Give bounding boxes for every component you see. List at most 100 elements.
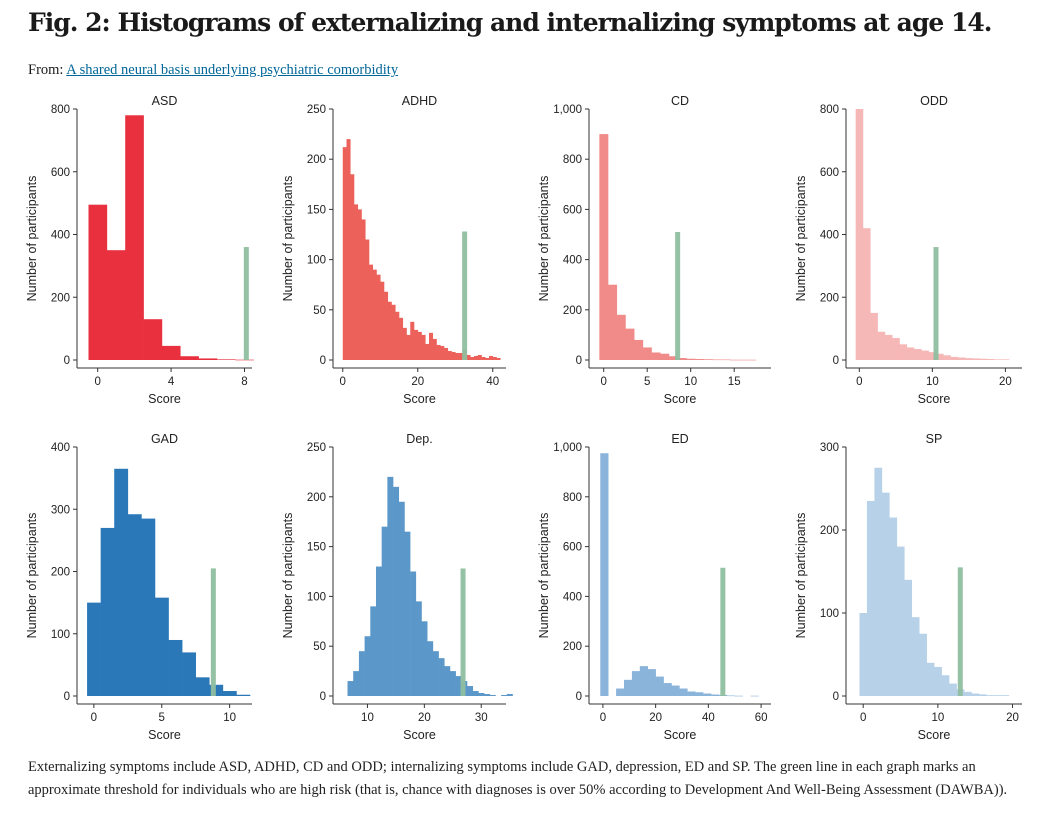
histogram-bar bbox=[87, 602, 101, 697]
histogram-bar bbox=[342, 147, 347, 360]
histogram-bar bbox=[410, 321, 415, 360]
x-tick-label: 60 bbox=[755, 712, 768, 724]
y-tick-label: 150 bbox=[307, 542, 326, 554]
histogram-bar bbox=[971, 693, 980, 696]
histogram-bar bbox=[406, 334, 411, 360]
x-tick-label: 10 bbox=[684, 376, 697, 388]
histogram-bar bbox=[417, 331, 422, 360]
y-axis-label: Number of participants bbox=[25, 513, 39, 639]
x-axis-label: Score bbox=[664, 728, 697, 742]
histogram-bar bbox=[436, 344, 441, 360]
y-tick-label: 0 bbox=[833, 691, 839, 703]
y-tick-label: 100 bbox=[307, 591, 326, 603]
x-axis-label: Score bbox=[148, 392, 181, 406]
chart-title: Dep. bbox=[406, 432, 432, 446]
x-tick-label: 20 bbox=[649, 712, 662, 724]
histogram-bar bbox=[347, 681, 354, 696]
chart-title: SP bbox=[926, 432, 943, 446]
histogram-ed: 0 200 400 600 800 1,000 0 20 40 60 ED Score Number o… bbox=[537, 432, 771, 742]
histogram-bar bbox=[440, 345, 445, 360]
histogram-bar bbox=[899, 344, 908, 360]
histogram-bar bbox=[747, 359, 757, 361]
x-axis-label: Score bbox=[403, 392, 436, 406]
y-axis-label: Number of participants bbox=[537, 513, 551, 639]
x-tick-label: 10 bbox=[926, 376, 939, 388]
histogram-bar bbox=[750, 695, 759, 697]
histogram-bar bbox=[639, 666, 649, 696]
histogram-bar bbox=[663, 683, 672, 696]
y-tick-label: 200 bbox=[563, 305, 582, 317]
histogram-sp: 0 100 200 300 0 10 20 SP Score Number of particip… bbox=[794, 432, 1022, 742]
histogram-bar bbox=[364, 636, 371, 696]
histogram-bar bbox=[236, 694, 251, 696]
y-tick-label: 400 bbox=[51, 230, 70, 242]
histogram-bar bbox=[892, 338, 900, 360]
y-axis-label: Number of participants bbox=[25, 176, 39, 302]
y-tick-label: 400 bbox=[51, 442, 70, 454]
threshold-line bbox=[460, 568, 466, 696]
x-tick-label: 0 bbox=[856, 376, 862, 388]
histogram-bar bbox=[651, 352, 661, 360]
x-tick-label: 0 bbox=[94, 376, 100, 388]
x-axis-label: Score bbox=[664, 392, 697, 406]
threshold-line bbox=[957, 567, 963, 696]
x-tick-label: 40 bbox=[702, 712, 715, 724]
histogram-bar bbox=[481, 356, 486, 360]
histogram-bar bbox=[100, 527, 115, 696]
x-tick-label: 30 bbox=[475, 712, 488, 724]
histogram-bar bbox=[141, 518, 156, 696]
histogram-bar bbox=[402, 327, 407, 360]
y-axis-label: Number of participants bbox=[537, 176, 551, 302]
histogram-bar bbox=[114, 468, 129, 696]
histogram-bar bbox=[870, 312, 878, 360]
histogram-bar bbox=[914, 349, 922, 360]
threshold-line bbox=[210, 568, 216, 696]
y-tick-label: 0 bbox=[576, 355, 582, 367]
histogram-bar bbox=[986, 695, 995, 696]
y-tick-label: 300 bbox=[51, 504, 70, 516]
x-axis-label: Score bbox=[918, 728, 951, 742]
histogram-bar bbox=[358, 651, 365, 696]
y-tick-label: 300 bbox=[820, 442, 839, 454]
histogram-bar bbox=[365, 239, 370, 360]
y-axis-label: Number of participants bbox=[794, 513, 808, 639]
histogram-bar bbox=[354, 204, 359, 360]
histogram-bar bbox=[444, 347, 449, 360]
y-tick-label: 800 bbox=[563, 492, 582, 504]
histogram-bar bbox=[455, 676, 462, 696]
y-tick-label: 0 bbox=[320, 355, 326, 367]
histogram-cd: 0 200 400 600 800 1,000 0 5 10 15 CD Score Number of… bbox=[537, 94, 771, 406]
x-tick-label: 10 bbox=[931, 712, 944, 724]
y-tick-label: 200 bbox=[51, 292, 70, 304]
histogram-bar bbox=[415, 601, 422, 696]
histogram-bar bbox=[198, 358, 218, 360]
histogram-bar bbox=[711, 694, 720, 696]
histogram-bar bbox=[381, 526, 388, 696]
histogram-bar bbox=[501, 695, 508, 696]
histogram-bar bbox=[449, 671, 456, 696]
x-tick-label: 5 bbox=[159, 712, 165, 724]
threshold-line bbox=[243, 247, 249, 360]
histogram-bar bbox=[484, 694, 491, 696]
histogram-bar bbox=[957, 357, 966, 360]
histogram-bar bbox=[987, 359, 995, 360]
y-tick-label: 0 bbox=[833, 355, 839, 367]
x-tick-label: 15 bbox=[728, 376, 741, 388]
source-article-link[interactable]: A shared neural basis underlying psychia… bbox=[66, 62, 399, 78]
y-axis-label: Number of participants bbox=[281, 176, 295, 302]
histogram-bar bbox=[346, 139, 351, 360]
histogram-bar bbox=[398, 501, 405, 696]
histogram-bar bbox=[447, 350, 452, 360]
y-tick-label: 50 bbox=[313, 641, 326, 653]
y-axis-label: Number of participants bbox=[281, 513, 295, 639]
y-tick-label: 600 bbox=[563, 204, 582, 216]
x-tick-label: 0 bbox=[600, 712, 606, 724]
x-tick-label: 8 bbox=[241, 376, 247, 388]
histogram-bar bbox=[993, 695, 1002, 696]
y-tick-label: 200 bbox=[51, 567, 70, 579]
y-tick-label: 800 bbox=[51, 104, 70, 116]
y-tick-label: 200 bbox=[307, 154, 326, 166]
histogram-bar bbox=[492, 356, 497, 360]
histogram-bar bbox=[904, 579, 913, 696]
from-label: From: bbox=[28, 62, 64, 78]
